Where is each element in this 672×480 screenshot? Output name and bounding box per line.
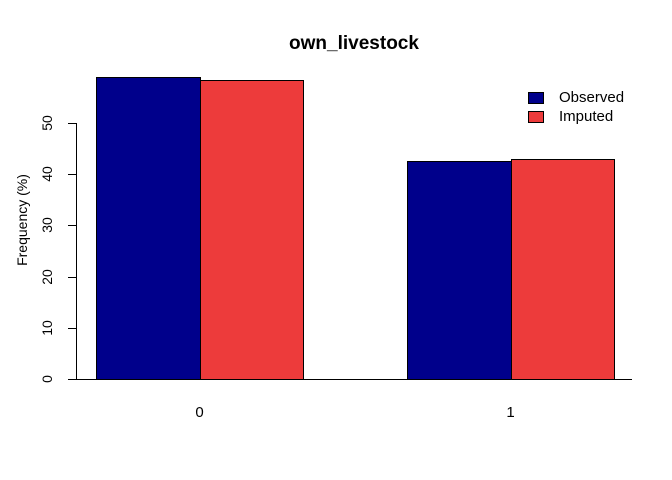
y-tick-label: 40 <box>39 166 55 182</box>
x-axis-line <box>76 379 632 380</box>
legend-item-imputed: Imputed <box>528 107 624 126</box>
y-tick-mark <box>68 379 76 380</box>
legend-label-observed: Observed <box>559 89 625 106</box>
bar-imputed-1 <box>510 159 615 380</box>
y-tick-label: 10 <box>39 320 55 336</box>
legend: Observed Imputed <box>528 88 624 126</box>
y-axis-line <box>76 123 77 380</box>
y-tick-mark <box>68 174 76 176</box>
x-category-label: 0 <box>195 404 204 421</box>
y-tick-label: 50 <box>39 115 55 131</box>
y-tick-mark <box>68 276 76 278</box>
bar-observed-1 <box>407 160 512 380</box>
x-category-label: 1 <box>506 404 515 421</box>
legend-swatch-imputed <box>528 110 544 123</box>
y-tick-mark <box>68 123 76 124</box>
chart-title: own_livestock <box>289 33 419 54</box>
bar-observed-0 <box>96 77 201 380</box>
y-tick-label: 30 <box>39 217 55 234</box>
y-tick-label: 20 <box>39 268 55 285</box>
legend-label-imputed: Imputed <box>559 108 614 125</box>
legend-item-observed: Observed <box>528 88 624 107</box>
y-axis-title: Frequency (%) <box>14 174 30 266</box>
y-tick-label: 0 <box>39 375 55 383</box>
legend-swatch-observed <box>528 91 544 104</box>
y-tick-mark <box>68 225 76 227</box>
y-tick-mark <box>68 327 76 329</box>
bar-imputed-0 <box>199 79 304 380</box>
